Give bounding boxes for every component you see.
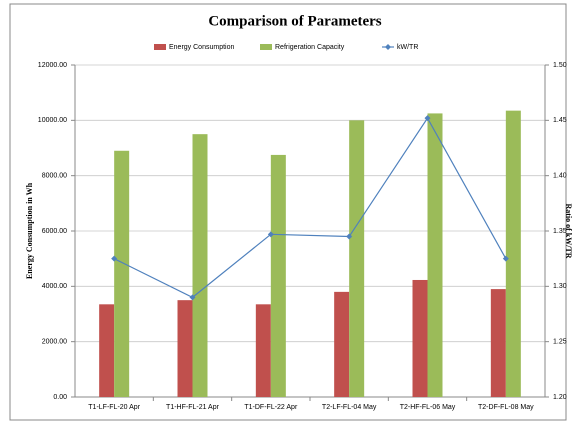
bar [114,150,130,397]
bar [255,304,271,397]
bar [490,289,506,397]
y2-tick-label: 1.45 [553,117,567,124]
y2-axis-title: Ratio of kW/TR [564,203,573,258]
y-tick-label: 0.00 [53,394,67,401]
x-tick-label: T2-DF-FL-08 May [478,404,534,411]
y-tick-label: 4000.00 [42,283,67,290]
legend-label: Energy Consumption [169,44,234,51]
y-tick-label: 2000.00 [42,339,67,346]
y2-tick-label: 1.35 [553,228,567,235]
marker [267,231,274,238]
bar [270,154,286,397]
chart-title: Comparison of Parameters [208,13,381,29]
y2-tick-label: 1.50 [553,62,567,69]
legend-swatch [385,44,391,50]
y2-tick-label: 1.25 [553,339,567,346]
marker [424,115,431,122]
bar [192,134,208,397]
y-tick-label: 8000.00 [42,173,67,180]
y-tick-label: 12000.00 [38,62,67,69]
x-tick-label: T2-HF-FL-06 May [400,404,456,411]
bar [412,279,428,397]
y2-tick-label: 1.40 [553,173,567,180]
chart-border [9,3,567,421]
marker [346,233,353,240]
line [113,116,507,299]
y-tick-label: 10000.00 [38,117,67,124]
x-tick-label: T1-DF-FL-22 Apr [244,404,298,411]
y-axis-title: Energy Consumption in Wh [25,182,34,279]
legend-swatch [154,44,166,50]
bar [427,113,443,398]
bar [334,291,350,397]
legend-label: kW/TR [397,44,418,51]
bar [99,304,115,397]
y-tick-label: 6000.00 [42,228,67,235]
marker [189,294,196,301]
y2-tick-label: 1.20 [553,394,567,401]
bar [505,110,521,398]
x-tick-label: T1-LF-FL-20 Apr [88,404,140,411]
marker [502,255,509,262]
y2-tick-label: 1.30 [553,283,567,290]
marker [111,255,118,262]
x-tick-label: T1-HF-FL-21 Apr [166,404,220,411]
x-tick-label: T2-LF-FL-04 May [322,404,377,411]
legend-label: Refrigeration Capacity [275,44,345,51]
bar [349,120,365,397]
bar [177,300,193,397]
legend-swatch [260,44,272,50]
